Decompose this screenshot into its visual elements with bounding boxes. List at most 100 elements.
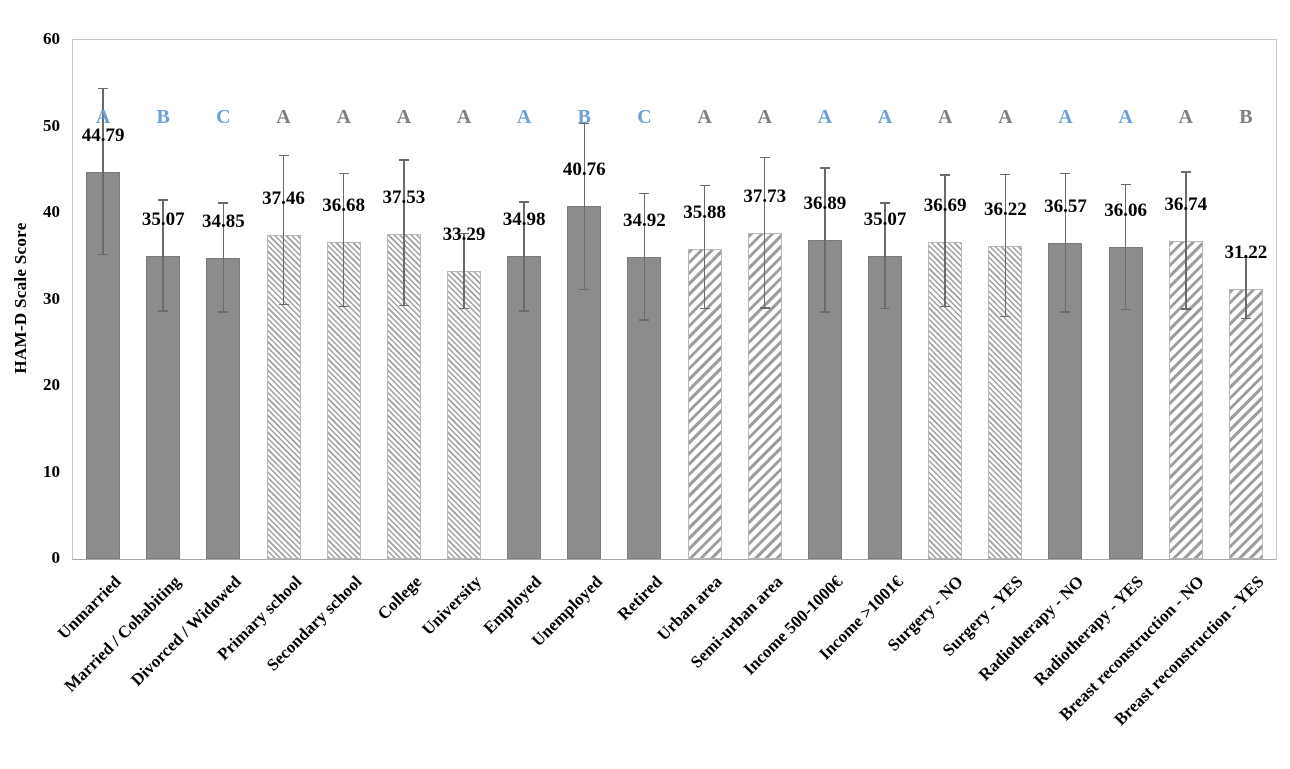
value-label-income-500-1000: 36.89 [803, 192, 847, 214]
value-label-breast-reconstruction-yes: 31.22 [1224, 241, 1268, 263]
error-cap-bottom-married-cohabiting [158, 310, 169, 312]
error-cap-bottom-college [398, 304, 409, 307]
x-tick-label-married-cohabiting: Married / Cohabiting [61, 572, 185, 696]
sig-letter-radiotherapy-no: A [1058, 106, 1073, 128]
error-cap-top-primary-school [278, 154, 289, 157]
value-label-unmarried: 44.79 [81, 124, 125, 146]
value-label-divorced-widowed: 34.85 [202, 210, 245, 232]
value-label-secondary-school: 36.68 [322, 194, 366, 216]
bar-married-cohabiting [146, 255, 181, 559]
error-bar-employed [523, 201, 525, 312]
error-cap-bottom-divorced-widowed [218, 311, 229, 313]
value-label-married-cohabiting: 35.07 [141, 208, 185, 230]
error-cap-top-employed [519, 201, 530, 203]
y-tick-label-50: 50 [43, 115, 60, 135]
error-cap-top-income-1001 [880, 202, 891, 204]
error-cap-bottom-unmarried [98, 253, 109, 256]
sig-letter-employed: A [516, 106, 532, 128]
value-label-employed: 34.98 [502, 209, 546, 231]
value-label-semi-urban-area: 37.73 [743, 185, 787, 207]
error-bar-surgery-no [944, 174, 946, 308]
y-tick-label-20: 20 [43, 375, 60, 394]
x-tick-label-college: College [373, 572, 426, 624]
value-label-surgery-yes: 36.22 [983, 198, 1027, 220]
error-cap-top-married-cohabiting [158, 199, 169, 201]
error-cap-bottom-surgery-yes [1000, 315, 1011, 318]
error-bar-income-1001 [884, 202, 886, 310]
error-cap-bottom-surgery-no [940, 305, 951, 308]
error-cap-bottom-unemployed [579, 288, 590, 291]
error-cap-top-surgery-yes [1000, 173, 1011, 176]
error-cap-bottom-primary-school [278, 303, 289, 306]
error-cap-top-semi-urban-area [759, 156, 770, 158]
error-bar-unmarried [102, 87, 104, 256]
y-tick-label-60: 60 [43, 29, 60, 48]
error-bar-breast-reconstruction-no [1185, 171, 1187, 310]
sig-letter-retired: C [637, 106, 652, 128]
value-label-radiotherapy-no: 36.57 [1044, 195, 1087, 217]
bar-primary-school [266, 234, 301, 559]
error-cap-bottom-income-1001 [880, 307, 891, 310]
value-label-college: 37.53 [382, 187, 426, 209]
error-cap-top-income-500-1000 [819, 167, 830, 169]
error-bar-secondary-school [342, 172, 345, 308]
sig-letter-married-cohabiting: B [156, 106, 170, 128]
sig-letter-unmarried: A [95, 106, 111, 128]
error-bar-married-cohabiting [162, 199, 164, 312]
value-label-surgery-no: 36.69 [923, 194, 967, 216]
error-cap-top-surgery-no [940, 174, 951, 176]
error-cap-bottom-breast-reconstruction-no [1180, 308, 1191, 310]
error-bar-college [403, 159, 405, 307]
error-bar-radiotherapy-no [1064, 172, 1067, 313]
error-cap-top-secondary-school [338, 172, 349, 175]
error-cap-top-unmarried [98, 87, 109, 90]
value-label-breast-reconstruction-no: 36.74 [1164, 194, 1208, 216]
plot-area: 44.79 A 35.07 B 34.85 C 37.46 A 36.68 A 37.53 A 33.2… [72, 39, 1277, 560]
sig-letter-urban-area: A [697, 106, 712, 128]
sig-letter-university: A [456, 106, 472, 128]
sig-letter-breast-reconstruction-yes: B [1239, 106, 1253, 128]
error-cap-bottom-urban-area [699, 307, 710, 310]
sig-letter-college: A [396, 106, 412, 128]
error-cap-top-radiotherapy-yes [1120, 183, 1131, 186]
x-tick-label-radiotherapy-yes: Radiotherapy - YES [1029, 572, 1148, 690]
error-cap-bottom-university [458, 307, 469, 310]
value-label-radiotherapy-yes: 36.06 [1104, 200, 1147, 222]
error-cap-top-divorced-widowed [218, 202, 229, 204]
sig-letter-secondary-school: A [336, 106, 351, 128]
x-tick-label-retired: Retired [613, 572, 666, 624]
error-cap-top-radiotherapy-no [1060, 172, 1071, 175]
error-cap-top-urban-area [699, 184, 710, 187]
error-cap-top-retired [639, 192, 650, 195]
error-bar-urban-area [703, 184, 706, 310]
y-tick-label-40: 40 [43, 202, 60, 221]
error-cap-bottom-radiotherapy-no [1060, 311, 1071, 313]
bar-breast-reconstruction-yes [1228, 288, 1263, 559]
x-tick-label-radiotherapy-no: Radiotherapy - NO [974, 572, 1087, 685]
sig-letter-semi-urban-area: A [757, 106, 772, 128]
bar-university [446, 271, 481, 559]
value-label-primary-school: 37.46 [262, 187, 305, 209]
value-label-income-1001: 35.07 [863, 208, 907, 230]
sig-letter-primary-school: A [276, 106, 291, 128]
value-label-urban-area: 35.88 [683, 201, 726, 223]
error-cap-bottom-radiotherapy-yes [1120, 308, 1131, 311]
y-tick-label-10: 10 [43, 461, 60, 481]
value-label-university: 33.29 [442, 224, 486, 246]
error-cap-top-breast-reconstruction-yes [1240, 256, 1251, 259]
sig-letter-breast-reconstruction-no: A [1178, 106, 1193, 128]
sig-letter-divorced-widowed: C [216, 106, 231, 128]
sig-letter-radiotherapy-yes: A [1118, 106, 1133, 128]
sig-letter-income-1001: A [877, 106, 893, 128]
error-bar-primary-school [282, 154, 285, 306]
error-cap-top-university [458, 232, 469, 235]
error-bar-semi-urban-area [763, 156, 766, 309]
value-label-retired: 34.92 [623, 209, 666, 231]
y-tick-label-30: 30 [43, 288, 60, 308]
error-cap-bottom-income-500-1000 [819, 311, 830, 313]
error-bar-surgery-yes [1004, 173, 1007, 318]
error-cap-bottom-employed [519, 310, 530, 312]
error-cap-bottom-secondary-school [338, 305, 349, 308]
error-bar-income-500-1000 [824, 167, 826, 313]
